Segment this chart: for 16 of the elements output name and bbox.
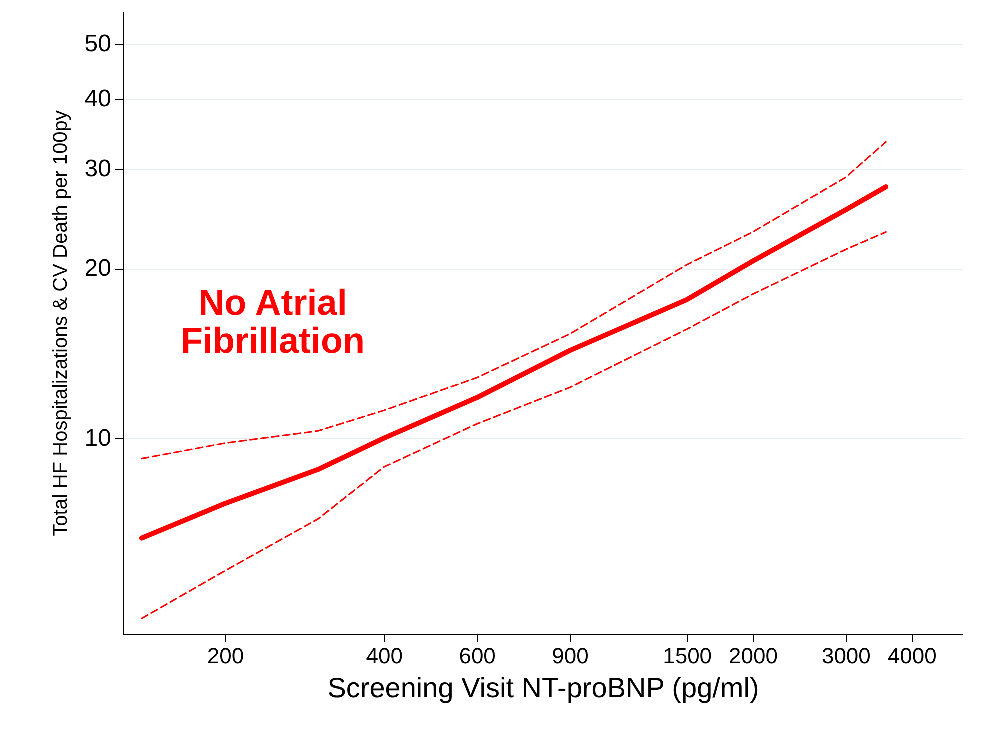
x-axis-title: Screening Visit NT-proBNP (pg/ml)	[328, 672, 760, 704]
x-tick-label: 3000	[822, 644, 871, 668]
x-tick-label: 200	[207, 644, 244, 668]
y-tick-label: 40	[84, 85, 112, 112]
x-tick-label: 400	[366, 644, 403, 668]
x-tick-label: 600	[459, 644, 496, 668]
y-tick-label: 10	[84, 424, 112, 452]
y-tick-label: 50	[84, 30, 112, 58]
x-tick-label: 4000	[888, 644, 937, 668]
y-tick-label: 20	[84, 255, 112, 282]
x-tick-label: 900	[552, 644, 589, 668]
x-tick-label: 1500	[663, 644, 712, 668]
annotation: No Atrial Fibrillation	[181, 282, 365, 361]
y-axis-title: Total HF Hospitalizations & CV Death per 100py	[50, 110, 72, 536]
x-tick-label: 2000	[729, 644, 778, 668]
y-tick-label: 30	[84, 156, 112, 183]
